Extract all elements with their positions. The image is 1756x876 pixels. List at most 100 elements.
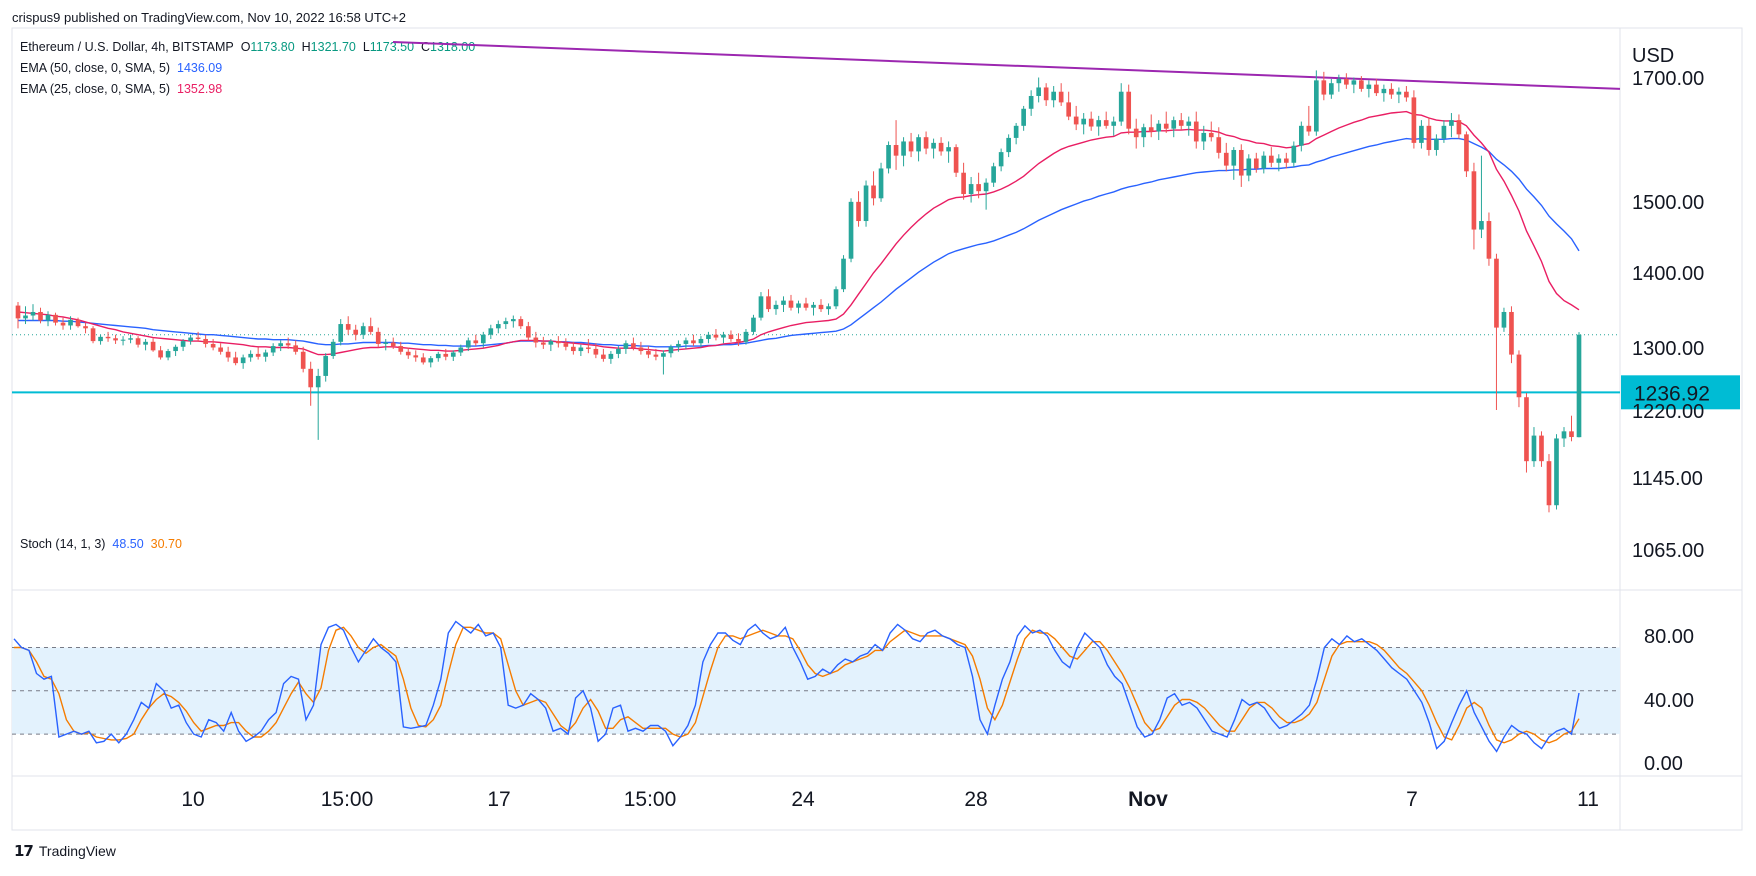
candle bbox=[1396, 87, 1402, 104]
candle-body bbox=[1238, 149, 1244, 176]
candle bbox=[571, 341, 576, 355]
candle bbox=[1419, 120, 1424, 149]
y-tick-label: 1145.00 bbox=[1632, 468, 1703, 490]
candle bbox=[1111, 116, 1117, 136]
candle-body bbox=[360, 326, 366, 335]
candle-body bbox=[135, 338, 141, 345]
candle-body bbox=[676, 343, 681, 347]
candle-body bbox=[1268, 155, 1274, 163]
candle bbox=[1561, 427, 1567, 447]
candle bbox=[120, 336, 126, 346]
candle bbox=[390, 337, 396, 349]
candle-body bbox=[1336, 78, 1342, 84]
ema25-row[interactable]: EMA (25, close, 0, SMA, 5) 1352.98 bbox=[20, 79, 475, 100]
stoch-pane[interactable] bbox=[12, 620, 1620, 753]
candle-body bbox=[1419, 125, 1424, 143]
candle bbox=[1208, 121, 1214, 142]
candle bbox=[541, 336, 546, 349]
candle bbox=[128, 334, 133, 344]
open-label: O bbox=[240, 40, 251, 54]
candle-body bbox=[345, 324, 351, 330]
ema50-value: 1436.09 bbox=[177, 61, 223, 75]
stoch-y-tick-label: 40.00 bbox=[1644, 690, 1694, 712]
ema25-label: EMA (25, close, 0, SMA, 5) bbox=[20, 82, 171, 96]
x-tick-label: 15:00 bbox=[624, 788, 677, 811]
price-pane[interactable]: 1236.92 bbox=[12, 40, 1740, 513]
candle-body bbox=[533, 337, 539, 343]
y-tick-label: 1300.00 bbox=[1632, 338, 1704, 360]
candle bbox=[1036, 77, 1041, 103]
candle bbox=[1306, 105, 1312, 136]
candle-body bbox=[623, 343, 629, 349]
y-tick-label: 1500.00 bbox=[1632, 192, 1704, 214]
y-tick-label: 1700.00 bbox=[1632, 68, 1704, 90]
candle bbox=[826, 303, 831, 315]
candle bbox=[706, 331, 711, 344]
candle bbox=[1471, 162, 1477, 250]
candle bbox=[383, 338, 389, 351]
level-price-text: 1236.92 bbox=[1634, 382, 1710, 405]
candle-body bbox=[668, 346, 674, 354]
y-tick-label: 1065.00 bbox=[1632, 540, 1704, 562]
x-tick-label: Nov bbox=[1128, 788, 1168, 811]
candle bbox=[1043, 83, 1049, 106]
tradingview-logo-icon: 𝟭𝟳 bbox=[14, 843, 34, 860]
candle bbox=[901, 137, 906, 167]
candle bbox=[1524, 392, 1529, 473]
candle-body bbox=[938, 142, 944, 152]
candle bbox=[1464, 131, 1469, 177]
candle-body bbox=[848, 201, 854, 259]
candle bbox=[526, 321, 531, 341]
candle-body bbox=[1111, 121, 1117, 126]
candle-body bbox=[180, 341, 186, 347]
candle bbox=[1351, 77, 1357, 94]
candle-body bbox=[796, 303, 801, 308]
candle bbox=[1006, 134, 1011, 158]
candle-body bbox=[338, 324, 344, 342]
candle bbox=[1441, 120, 1447, 143]
stoch-legend[interactable]: Stoch (14, 1, 3) 48.50 30.70 bbox=[20, 534, 182, 555]
candle bbox=[323, 353, 329, 382]
candle-body bbox=[1208, 132, 1214, 138]
candle bbox=[833, 286, 839, 310]
candle-body bbox=[586, 347, 591, 349]
symbol-label[interactable]: Ethereum / U.S. Dollar, 4h, BITSTAMP bbox=[20, 40, 234, 54]
candle-body bbox=[1539, 435, 1544, 462]
candle bbox=[473, 334, 479, 347]
candle-body bbox=[541, 342, 546, 345]
candle-body bbox=[1479, 221, 1484, 230]
ema50-row[interactable]: EMA (50, close, 0, SMA, 5) 1436.09 bbox=[20, 58, 475, 79]
candle bbox=[1494, 253, 1499, 411]
candle-body bbox=[1456, 120, 1462, 135]
open-value: 1173.80 bbox=[250, 40, 295, 54]
candle-body bbox=[75, 319, 81, 327]
candle bbox=[135, 336, 141, 348]
candle bbox=[976, 172, 981, 199]
candle-body bbox=[248, 353, 253, 358]
candle bbox=[803, 297, 809, 311]
candle bbox=[1013, 122, 1019, 145]
candle bbox=[398, 341, 404, 355]
candle bbox=[983, 178, 989, 210]
candle-body bbox=[811, 304, 816, 308]
candle bbox=[60, 317, 66, 330]
candle bbox=[1148, 114, 1154, 138]
candle bbox=[1569, 415, 1574, 442]
candle bbox=[1344, 73, 1349, 89]
candle bbox=[848, 198, 854, 263]
x-tick-label: 28 bbox=[964, 788, 987, 811]
candle-body bbox=[1043, 87, 1049, 101]
candle bbox=[435, 351, 441, 362]
candle bbox=[488, 324, 494, 339]
candle-body bbox=[1126, 91, 1132, 129]
candle bbox=[1283, 152, 1289, 169]
candle bbox=[1231, 147, 1237, 180]
candle-body bbox=[128, 338, 133, 340]
candle bbox=[413, 350, 419, 362]
candle-body bbox=[1223, 152, 1229, 166]
candle bbox=[863, 180, 869, 227]
candle bbox=[203, 334, 208, 348]
candle-body bbox=[435, 353, 441, 359]
candle-body bbox=[315, 375, 321, 388]
